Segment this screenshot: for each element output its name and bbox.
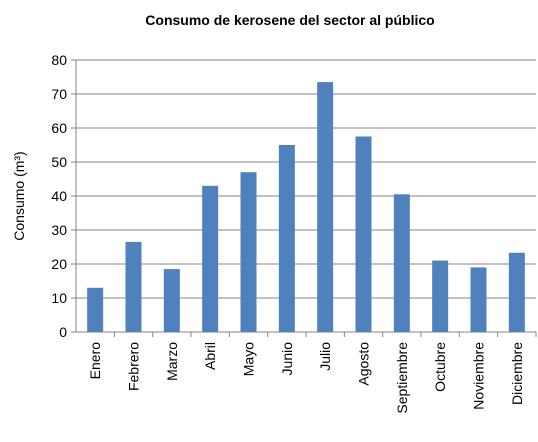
y-tick-label: 30 (51, 222, 67, 238)
bar (470, 267, 487, 332)
y-tick-label: 60 (51, 120, 67, 136)
bar (432, 260, 449, 332)
bar (202, 185, 219, 332)
x-tick-label: Septiembre (394, 342, 410, 414)
bar (163, 269, 180, 332)
x-tick-label: Agosto (356, 342, 372, 386)
y-tick-label: 20 (51, 256, 67, 272)
x-tick-label: Febrero (126, 342, 142, 391)
x-tick-label: Diciembre (509, 342, 525, 405)
bar (317, 82, 334, 332)
bar (278, 145, 295, 332)
y-tick-label: 70 (51, 86, 67, 102)
bar (393, 194, 410, 332)
x-tick-label: Abril (202, 342, 218, 370)
y-tick-label: 80 (51, 52, 67, 68)
x-tick-label: Julio (317, 342, 333, 371)
x-tick-label: Noviembre (471, 342, 487, 410)
y-axis-label: Consumo (m³) (11, 151, 27, 240)
x-tick-label: Octubre (432, 342, 448, 392)
x-tick-label: Enero (87, 342, 103, 380)
bar (125, 241, 142, 332)
y-tick-label: 10 (51, 290, 67, 306)
bar (87, 287, 104, 332)
x-tick-label: Marzo (164, 342, 180, 381)
chart-title: Consumo de kerosene del sector al públic… (145, 12, 434, 28)
y-tick-label: 50 (51, 154, 67, 170)
y-tick-label: 0 (59, 324, 67, 340)
x-tick-label: Mayo (241, 342, 257, 376)
bar (355, 136, 372, 332)
bar (240, 172, 257, 332)
bar (508, 252, 525, 332)
y-tick-label: 40 (51, 188, 67, 204)
x-tick-label: Junio (279, 342, 295, 376)
